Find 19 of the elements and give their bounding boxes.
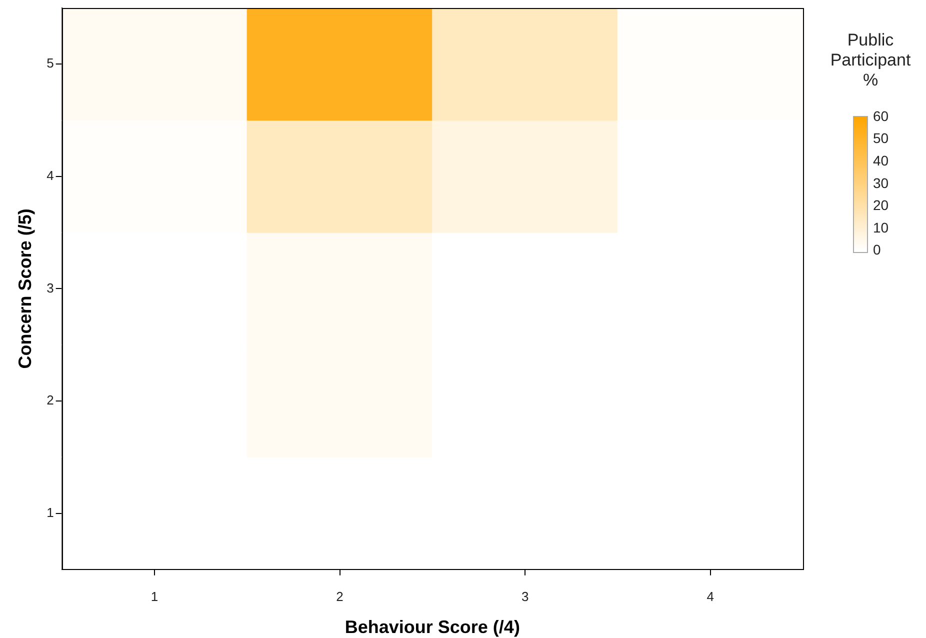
x-tick-label: 3 [521,588,529,604]
y-tick-label: 3 [46,280,54,296]
color-bar-label: 0 [873,242,881,258]
y-tick-label: 1 [46,504,54,520]
color-bar-label: 60 [873,108,889,124]
y-tick-label: 4 [46,168,54,183]
x-tick-label: 4 [706,588,714,604]
x-tick-label: 1 [150,588,158,604]
y-axis-title: Concern Score (/5) [14,208,35,369]
color-bar-title: Public Participant % [830,30,911,90]
x-axis-title: Behaviour Score (/4) [344,616,520,637]
x-tick-label: 2 [336,588,344,604]
color-bar-label: 40 [873,152,889,168]
color-bar-label: 20 [873,197,889,214]
color-bar-label: 50 [873,130,889,146]
color-bar-label: 30 [873,174,889,191]
y-tick-label: 5 [46,56,54,71]
color-bar-label: 10 [873,219,889,236]
y-tick-label: 2 [46,392,54,408]
